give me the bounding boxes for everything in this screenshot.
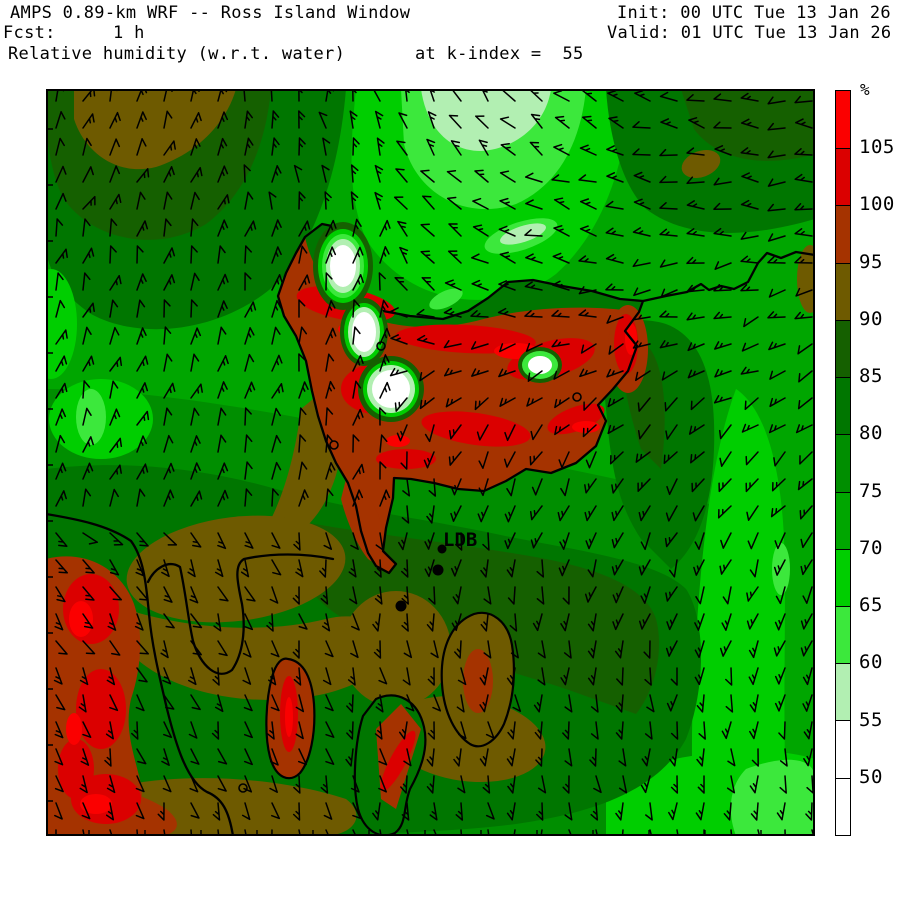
valid-key: Valid: — [607, 23, 671, 43]
init-value: 00 UTC Tue 13 Jan 26 — [680, 3, 891, 23]
colorbar-unit: % — [860, 80, 870, 99]
colorbar-segment — [836, 548, 850, 606]
open-circle-marker — [329, 440, 339, 450]
colorbar — [835, 90, 851, 836]
colorbar-segment — [836, 377, 850, 435]
colorbar-segment — [836, 605, 850, 664]
colorbar-segment — [836, 720, 850, 778]
west-coastline — [46, 512, 235, 836]
station-label: LDB — [443, 529, 477, 551]
colorbar-tick-label: 60 — [859, 651, 883, 674]
rh-map: LDB — [46, 89, 815, 836]
wind-barbs — [53, 89, 815, 836]
field-label: Relative humidity (w.r.t. water) — [8, 44, 346, 64]
wind-barb-glyphs — [53, 89, 815, 836]
colorbar-segment — [836, 262, 850, 320]
inlet-coastline — [146, 553, 335, 675]
colorbar-segment — [836, 148, 850, 206]
colorbar-segment — [836, 434, 850, 492]
fcst-label: Fcst: — [3, 23, 56, 43]
colorbar-segment — [836, 491, 850, 549]
colorbar-segment — [836, 777, 850, 835]
level-label: at k-index = 55 — [415, 44, 584, 64]
colorbar-tick-label: 80 — [859, 422, 883, 445]
page-title: AMPS 0.89-km WRF -- Ross Island Window — [10, 3, 411, 23]
colorbar-segment — [836, 663, 850, 721]
colorbar-tick-label: 90 — [859, 307, 883, 330]
colorbar-tick-label: 75 — [859, 479, 883, 502]
map-frame — [46, 89, 815, 836]
colorbar-tick-label: 105 — [859, 136, 895, 159]
valid-label: Valid: 01 UTC Tue 13 Jan 26 — [607, 24, 891, 43]
open-circle-marker — [572, 392, 582, 402]
colorbar-tick-label: 55 — [859, 708, 883, 731]
colorbar-segment — [836, 319, 850, 378]
colorbar-tick-label: 95 — [859, 250, 883, 273]
valid-value: 01 UTC Tue 13 Jan 26 — [680, 23, 892, 43]
colorbar-segment — [836, 205, 850, 263]
station-dot — [395, 600, 407, 612]
colorbar-tick-label: 85 — [859, 365, 883, 388]
colorbar-tick-label: 65 — [859, 594, 883, 617]
station-markers: LDB — [238, 341, 582, 793]
ross-island-coastline — [276, 222, 645, 575]
station-dot — [437, 544, 447, 554]
colorbar-tick-label: 100 — [859, 193, 895, 216]
colorbar-tick-label: 50 — [859, 765, 883, 788]
init-key: Init: — [617, 3, 670, 23]
colorbar-segment — [836, 91, 850, 149]
colorbar-tick-label: 70 — [859, 536, 883, 559]
open-circle-marker — [238, 783, 248, 793]
frame-tick-marks — [47, 128, 762, 835]
station-dot — [432, 564, 444, 576]
fcst-value: 1 h — [113, 23, 145, 43]
outlined-islands — [265, 611, 516, 836]
init-label: Init: 00 UTC Tue 13 Jan 26 — [617, 4, 891, 23]
